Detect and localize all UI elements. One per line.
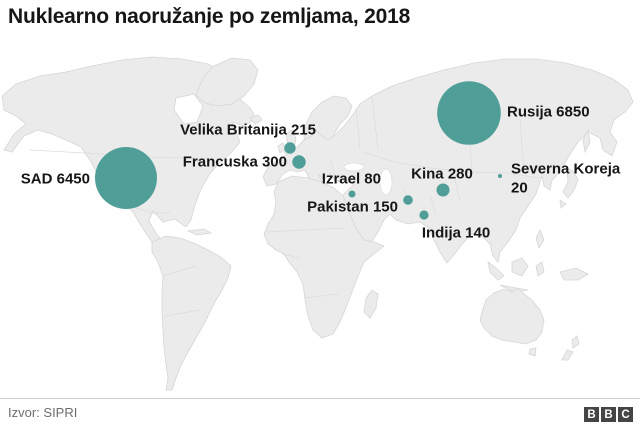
bubble-label-kina: Kina 280: [411, 165, 473, 183]
bubble-indija: [419, 210, 429, 220]
bbc-logo: B B C: [584, 407, 633, 422]
landmass-australia: [479, 287, 545, 345]
landmass-africa: [263, 175, 385, 339]
landmass-sulawesi: [535, 261, 545, 277]
bbc-logo-letter: B: [584, 407, 599, 422]
bubble-label-sad: SAD 6450: [20, 170, 90, 188]
bubble-francuska: [292, 155, 306, 169]
landmass-caribbean: [186, 228, 213, 236]
bubble-label-velika-britanija: Velika Britanija 215: [180, 121, 316, 139]
bubble-sad: [95, 147, 157, 209]
chart-title: Nuklearno naoružanje po zemljama, 2018: [8, 5, 411, 28]
landmass-sumatra: [487, 261, 505, 281]
landmass-eurasia: [262, 58, 634, 264]
footer-divider: [0, 398, 640, 399]
bubble-label-severna-koreja: Severna Koreja 20: [511, 160, 621, 196]
landmass-borneo: [511, 257, 529, 277]
landmass-japan-south: [559, 199, 567, 209]
landmass-japan: [562, 167, 579, 199]
landmass-madagascar: [363, 289, 379, 319]
bubble-label-indija: Indija 140: [421, 224, 491, 242]
bubble-rusija: [437, 81, 501, 145]
bbc-logo-letter: B: [601, 407, 616, 422]
bubble-velika-britanija: [284, 142, 296, 154]
landmass-greenland: [195, 57, 259, 107]
bubble-kina: [436, 183, 450, 197]
bubble-label-rusija: Rusija 6850: [507, 103, 590, 121]
caspian-sea: [379, 168, 393, 196]
source-credit: Izvor: SIPRI: [8, 405, 78, 420]
landmass-new-zealand-north: [571, 335, 580, 349]
bbc-logo-letter: C: [618, 407, 633, 422]
landmass-new-zealand-south: [561, 349, 574, 361]
bubble-label-francuska: Francuska 300: [182, 153, 287, 171]
landmass-java: [499, 284, 529, 293]
landmass-philippines: [535, 229, 545, 249]
bubble-label-izrael: Izrael 80: [321, 170, 381, 188]
bubble-label-pakistan: Pakistan 150: [307, 198, 398, 216]
black-sea: [343, 162, 365, 172]
landmass-iceland: [249, 114, 263, 125]
bubble-izrael: [348, 190, 356, 198]
landmass-sakhalin: [582, 128, 591, 154]
landmass-tasmania: [528, 347, 537, 357]
bubble-pakistan: [403, 195, 413, 205]
bubble-severna-koreja: [498, 174, 502, 178]
bubbles-layer: [95, 81, 502, 220]
landmass-south-america: [151, 235, 232, 391]
landmass-new-guinea: [559, 267, 589, 281]
